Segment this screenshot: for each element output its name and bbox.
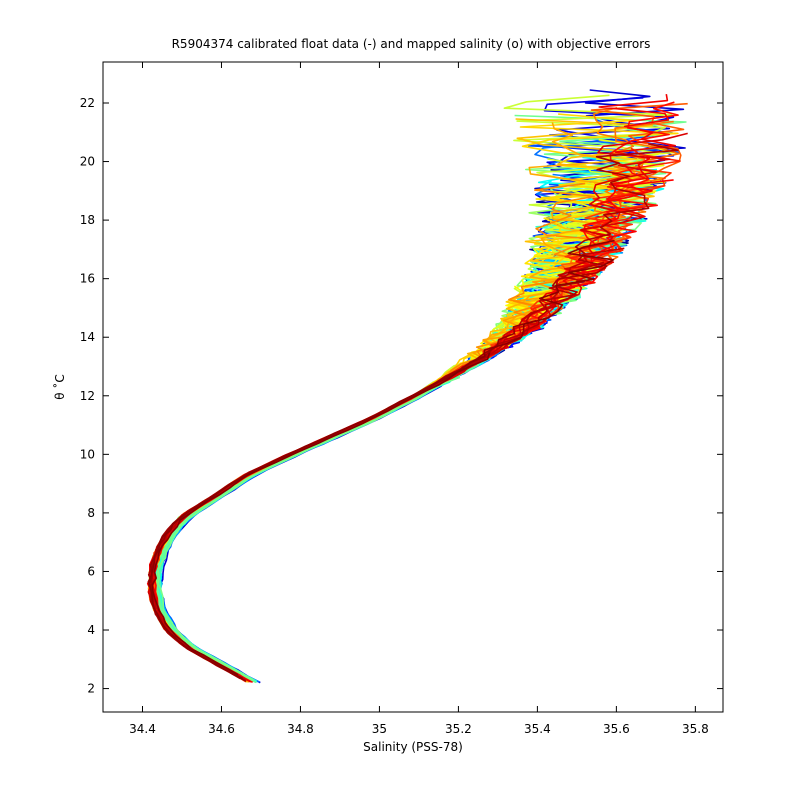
profile-line [157, 376, 460, 681]
y-tick-label: 16 [80, 272, 95, 286]
profile-line [147, 348, 493, 679]
y-tick-label: 2 [87, 682, 95, 696]
profile-line [150, 122, 635, 677]
x-tick-label: 34.8 [287, 722, 314, 736]
y-tick-label: 20 [80, 155, 95, 169]
y-tick-label: 14 [80, 330, 95, 344]
x-tick-label: 34.6 [208, 722, 235, 736]
x-tick-label: 34.4 [129, 722, 156, 736]
profile-line [158, 370, 460, 675]
y-tick-label: 22 [80, 96, 95, 110]
y-tick-label: 6 [87, 564, 95, 578]
y-tick-label: 10 [80, 447, 95, 461]
plot-frame [102, 61, 724, 713]
profile-line [154, 345, 502, 676]
profile-line [148, 239, 615, 680]
profile-line [154, 345, 487, 676]
y-axis-label: θ ˚C [52, 374, 67, 400]
x-axis-label: Salinity (PSS-78) [363, 740, 463, 754]
y-tick-label: 18 [80, 213, 95, 227]
y-tick-label: 4 [87, 623, 95, 637]
ticks-layer: 34.4 34.6 34.8 35 35.2 35.4 35.6 35.8 2 4 6 8 10 12 14… [80, 62, 723, 736]
profile-line [149, 358, 484, 682]
y-tick-label: 12 [80, 389, 95, 403]
profile-line [155, 293, 566, 682]
x-tick-label: 35.2 [445, 722, 472, 736]
profile-line [149, 294, 563, 683]
profile-line [157, 348, 505, 679]
profile-line [151, 363, 478, 681]
profile-line [156, 337, 495, 680]
x-tick-label: 35.6 [603, 722, 630, 736]
chart-title: R5904374 calibrated float data (-) and m… [172, 37, 651, 51]
profile-line [151, 352, 491, 676]
profile-line [154, 347, 487, 677]
x-tick-label: 35.4 [524, 722, 551, 736]
y-tick-label: 8 [87, 506, 95, 520]
x-tick-label: 35.8 [682, 722, 709, 736]
data-layer [146, 89, 688, 684]
x-tick-label: 35 [372, 722, 387, 736]
profile-line [158, 372, 465, 683]
profile-line [151, 179, 674, 684]
